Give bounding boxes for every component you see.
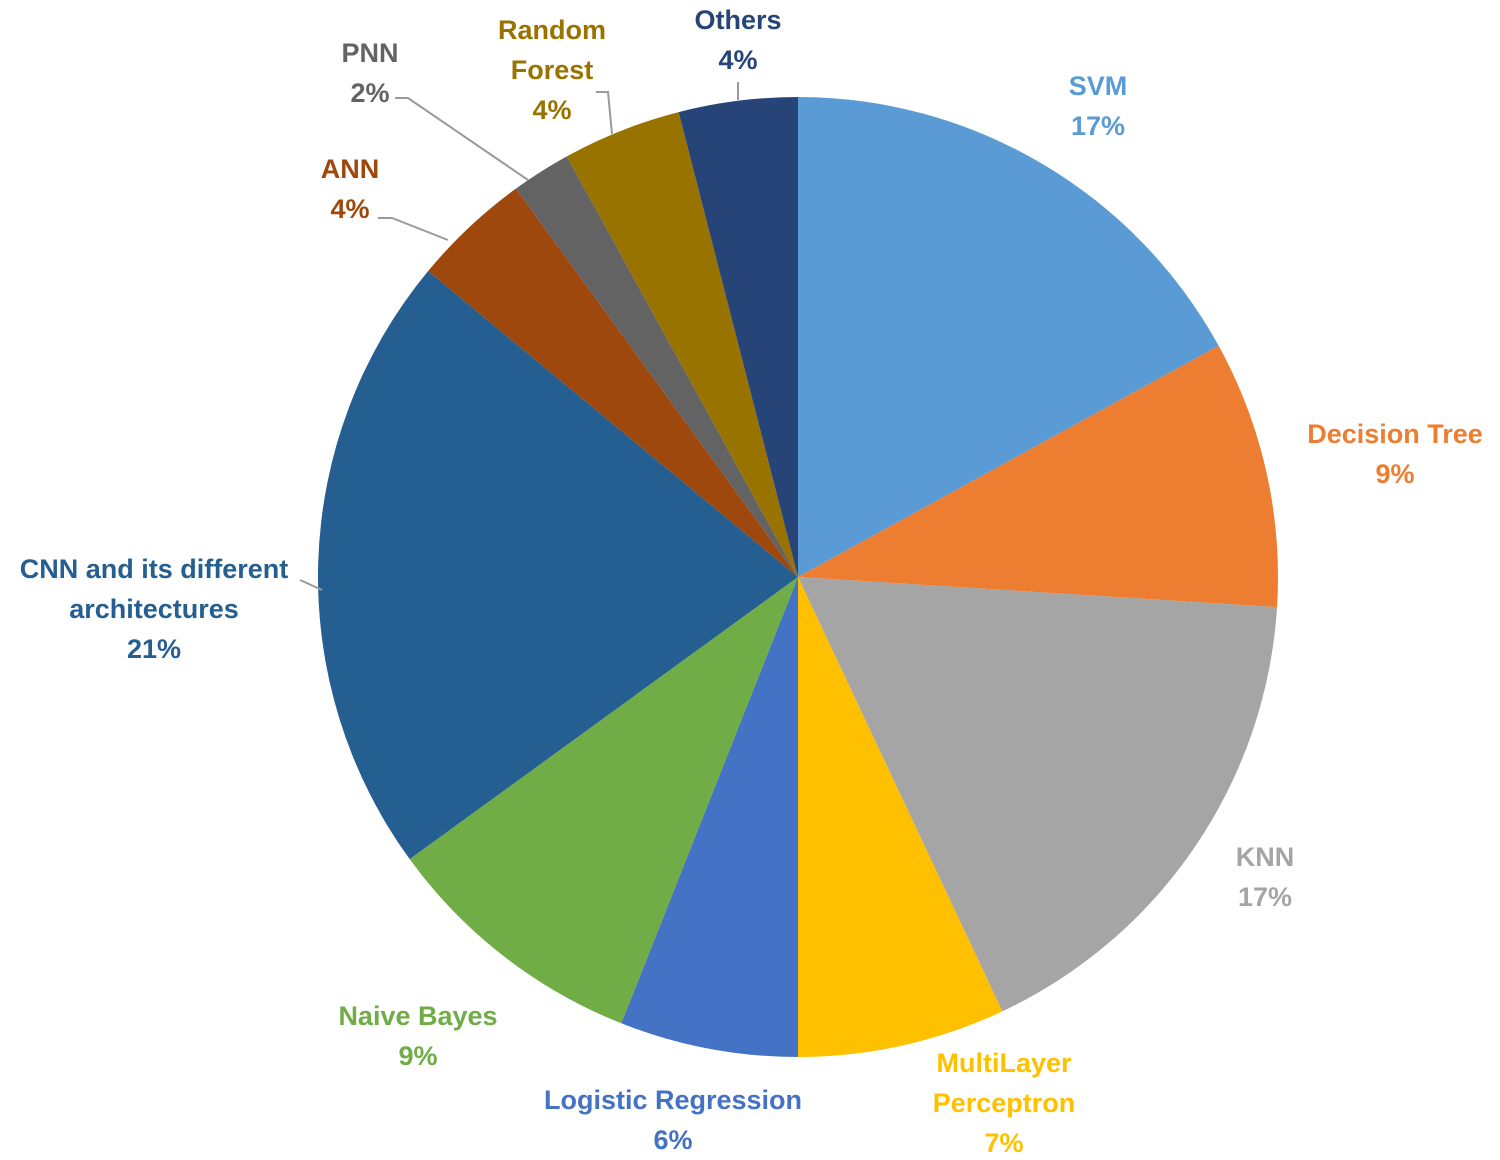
leader-line-pnn <box>395 97 529 181</box>
data-label-naive-bayes: Naive Bayes 9% <box>338 1001 497 1071</box>
pie-slice-ann <box>428 188 798 578</box>
data-label-random-forest: Random Forest 4% <box>498 15 606 125</box>
pie-slice-random-forest <box>566 112 798 577</box>
pie-slice-pnn <box>515 156 798 577</box>
pie-slice-decision-tree <box>798 345 1278 608</box>
pie-slice-others <box>678 97 798 577</box>
slice-labels: SVM 17% Decision Tree 9% KNN 17% MultiLayer Per… <box>20 5 1483 1158</box>
pie-slice-svm <box>798 97 1219 577</box>
data-label-multilayer-perceptron: MultiLayer Perceptron 7% <box>933 1048 1076 1158</box>
leader-line-random-forest <box>596 91 613 135</box>
pie-slice-knn <box>798 577 1278 1012</box>
data-label-pnn: PNN 2% <box>341 38 398 108</box>
data-label-knn: KNN 17% <box>1236 842 1295 912</box>
data-label-logistic-regression: Logistic Regression 6% <box>544 1085 802 1155</box>
pie-slice-multilayer-perceptron <box>798 577 1003 1057</box>
pie-slices <box>317 97 1278 1057</box>
leader-lines <box>299 82 739 591</box>
pie-slice-logistic-regression <box>621 577 798 1057</box>
pie-slice-cnn-and-its-different-architectures <box>317 271 798 860</box>
pie-slice-naive-bayes <box>409 577 798 1024</box>
leader-line-ann <box>378 217 449 241</box>
data-label-others: Others 4% <box>694 5 781 75</box>
data-label-cnn-and-its-different-architectures: CNN and its different architectures 21% <box>20 554 289 664</box>
leader-line-cnn-and-its-different-architectures <box>299 579 323 591</box>
data-label-svm: SVM 17% <box>1069 71 1128 141</box>
data-label-ann: ANN 4% <box>321 154 380 224</box>
data-label-decision-tree: Decision Tree 9% <box>1307 419 1483 489</box>
